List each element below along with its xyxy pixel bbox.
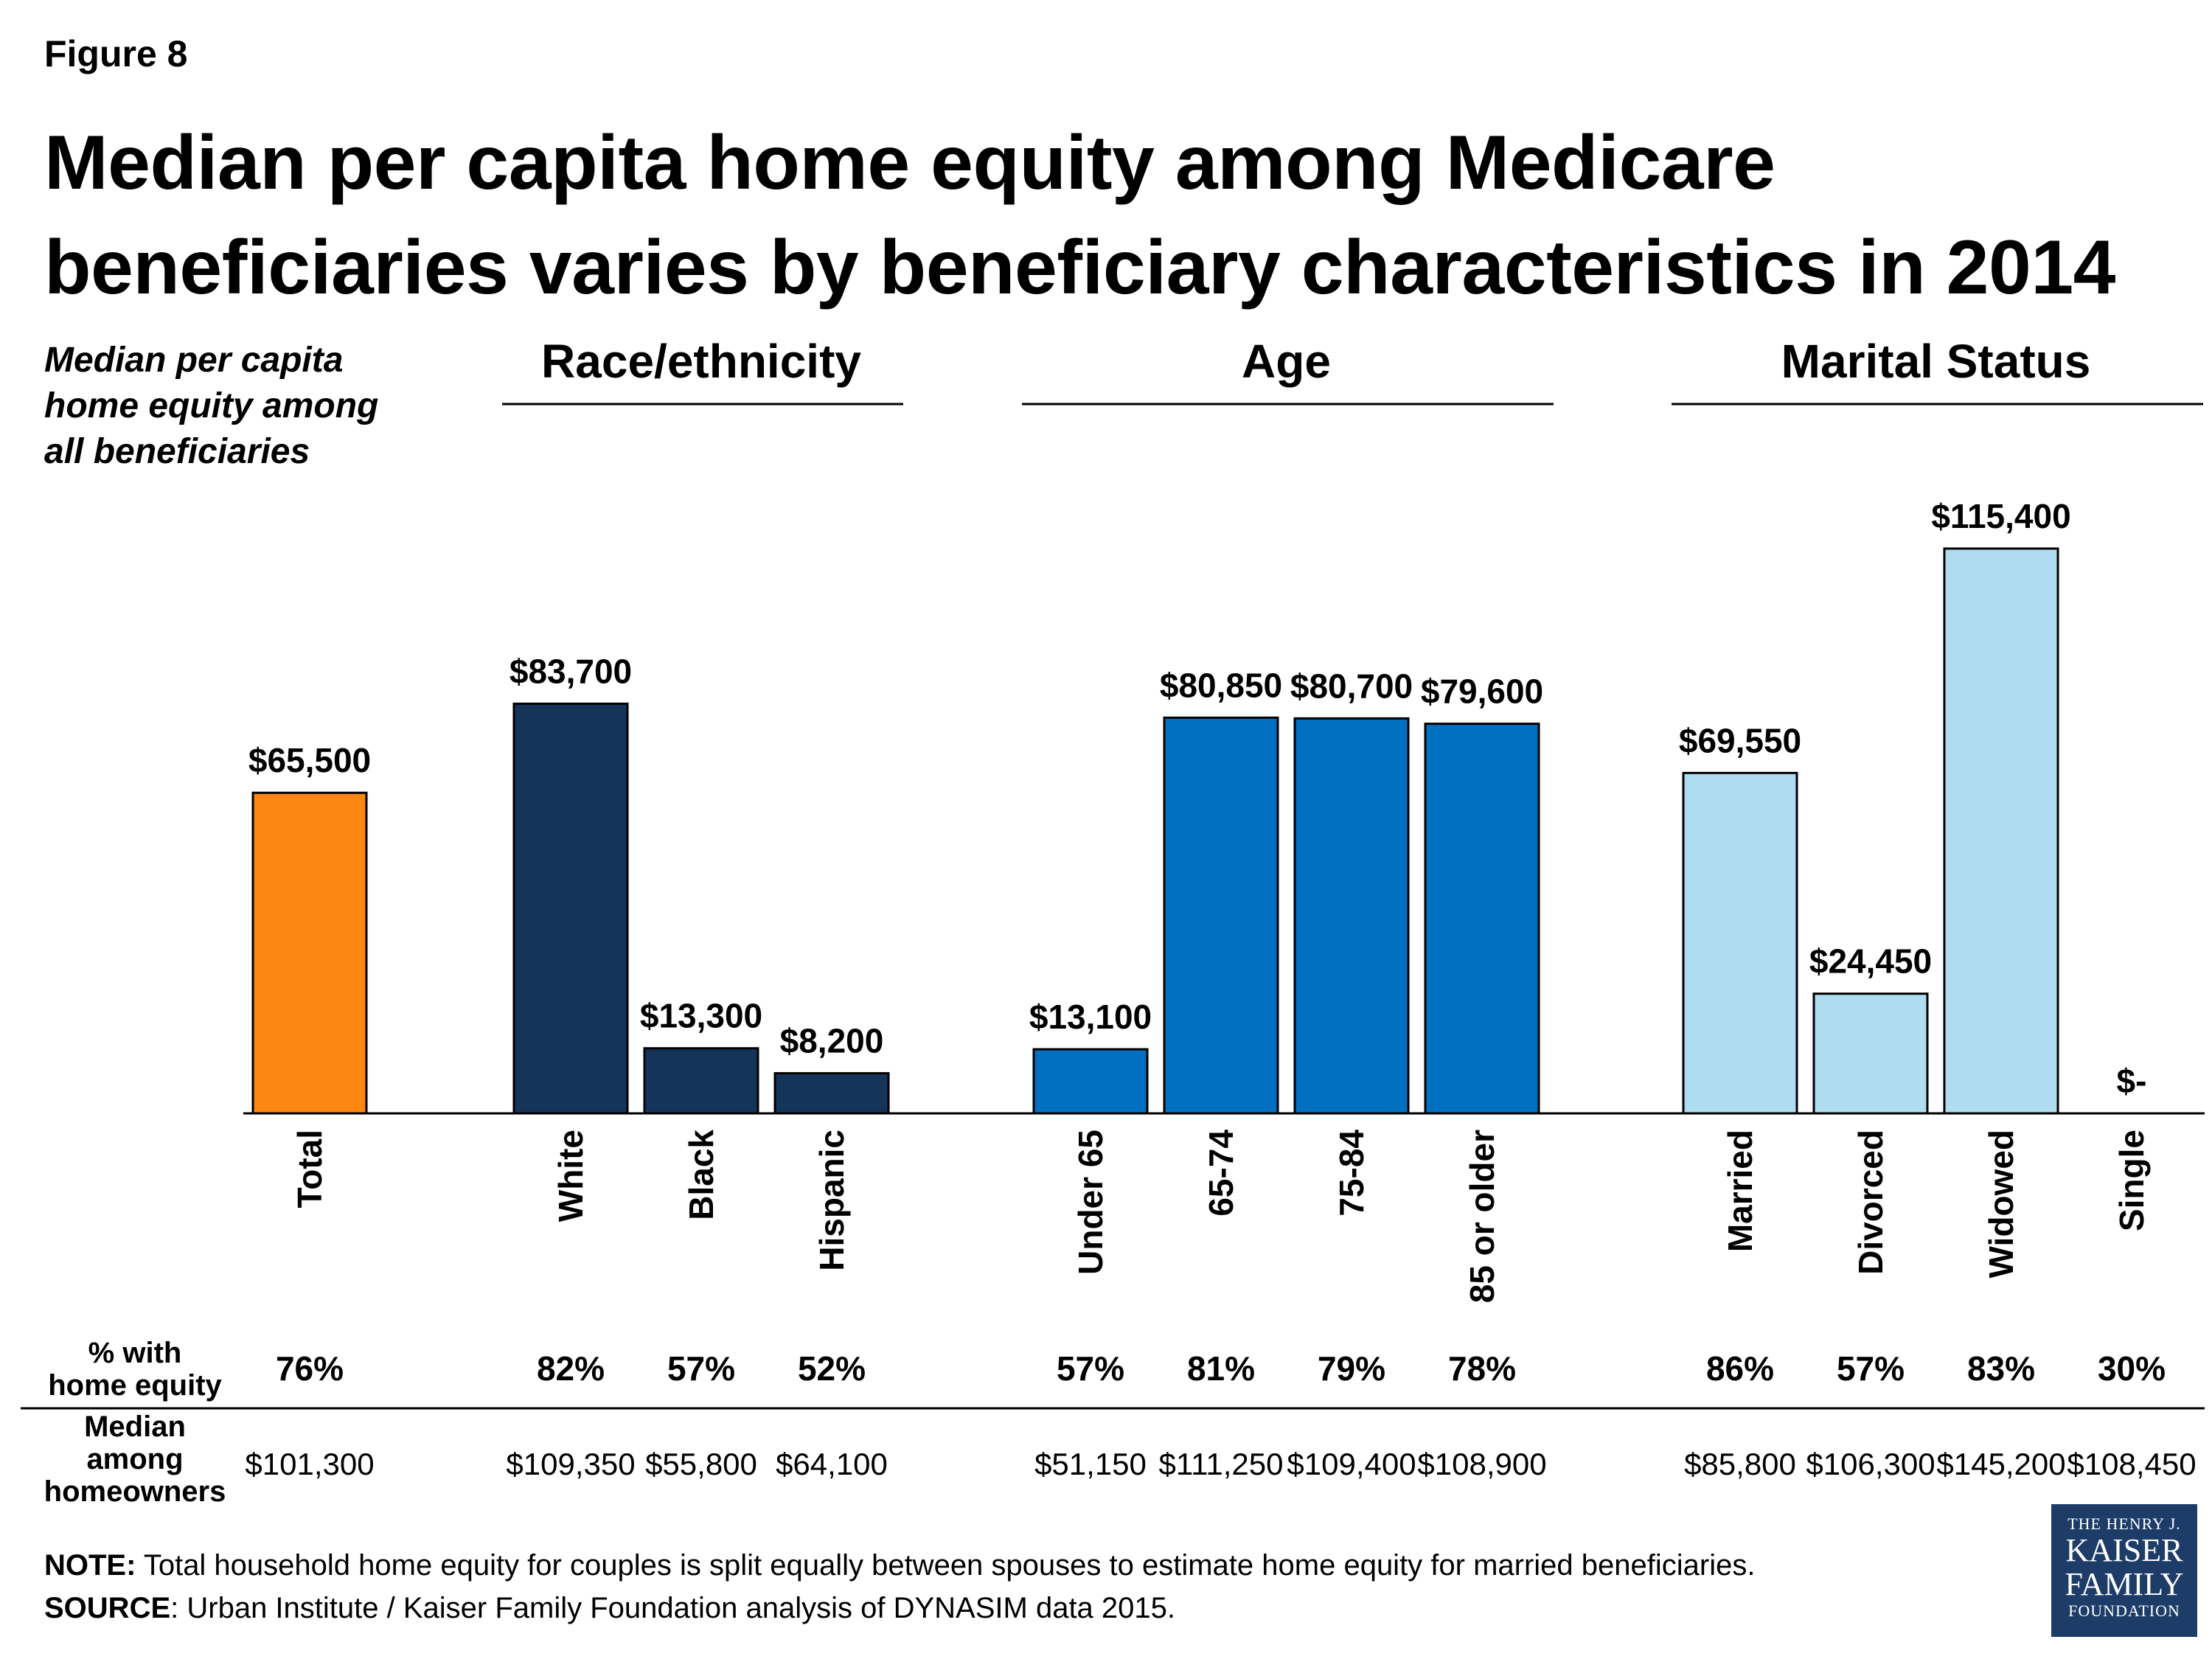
pct-home-equity-value: 83% [1967,1349,2035,1388]
bar-under-65 [1032,1048,1149,1115]
figure-label: Figure 8 [44,33,188,74]
row-label-median: Median [84,1411,186,1443]
kaiser-logo: THE HENRY J. KAISER FAMILY FOUNDATION [2051,1504,2197,1637]
bar-85-or-older [1424,723,1540,1115]
pct-home-equity-value: 52% [798,1349,866,1388]
y-axis-note-line: Median per capita [44,341,344,380]
category-label: Married [1721,1130,1759,1252]
category-label: 85 or older [1463,1130,1501,1303]
median-homeowners-value: $108,450 [2067,1447,2196,1481]
data-label: $80,700 [1290,667,1413,705]
category-label: Single [2112,1130,2151,1231]
bar-hispanic [773,1072,890,1115]
median-homeowners-value: $111,250 [1159,1447,1284,1481]
title-line-1: Median per capita home equity among Medi… [44,120,1775,206]
footnotes: NOTE: Total household home equity for co… [44,1544,1755,1630]
data-label: $13,100 [1029,998,1152,1036]
row-label-pct: home equity [48,1369,222,1402]
category-label: 75-84 [1332,1130,1371,1217]
category-label: Total [291,1130,329,1208]
bar-married [1682,771,1798,1115]
median-homeowners-value: $145,200 [1936,1447,2065,1481]
source-text: : Urban Institute / Kaiser Family Founda… [170,1592,1176,1624]
chart-title: Median per capita home equity among Medi… [44,111,2168,320]
data-label: $24,450 [1809,942,1932,981]
pct-home-equity-value: 81% [1187,1349,1255,1388]
data-label: $- [2117,1062,2147,1100]
category-label: Hispanic [813,1130,851,1271]
bar-65-74 [1163,716,1279,1115]
y-axis-note-line: all beneficiaries [44,432,310,471]
group-header: Race/ethnicity [541,335,861,388]
bar-white [512,702,629,1115]
median-homeowners-value: $64,100 [776,1447,888,1481]
category-label: White [552,1130,590,1222]
group-header: Age [1242,335,1331,388]
pct-home-equity-value: 79% [1318,1349,1385,1388]
group-header: Marital Status [1781,335,2091,388]
bar-total [251,791,368,1115]
logo-line-2b: FAMILY [2065,1566,2184,1602]
median-homeowners-value: $51,150 [1034,1447,1147,1481]
median-homeowners-value: $101,300 [245,1447,374,1481]
row-label-median: homeowners [44,1475,226,1508]
pct-home-equity-value: 57% [667,1349,735,1388]
pct-home-equity-value: 86% [1706,1349,1774,1388]
median-homeowners-value: $106,300 [1806,1447,1935,1481]
data-label: $13,300 [640,997,762,1035]
data-label: $8,200 [780,1022,884,1060]
logo-line-2a: KAISER [2065,1532,2183,1568]
median-homeowners-value: $55,800 [645,1447,757,1481]
source-line: SOURCE: Urban Institute / Kaiser Family … [44,1587,1755,1630]
category-label: Widowed [1982,1130,2020,1278]
data-label: $115,400 [1931,497,2070,535]
row-label-pct: % with [88,1337,182,1369]
median-homeowners-value: $109,350 [506,1447,635,1481]
bar-divorced [1812,992,1929,1115]
data-label: $65,500 [248,741,371,779]
data-label: $80,850 [1160,666,1282,704]
y-axis-note-line: home equity among [44,386,379,425]
bar-widowed [1943,547,2059,1115]
row-label-median: among [86,1443,183,1475]
source-label: SOURCE [44,1592,171,1624]
pct-home-equity-value: 82% [537,1349,605,1388]
y-axis-note: Median per capita home equity among all … [44,338,457,475]
category-label: 65-74 [1202,1130,1240,1217]
data-label: $69,550 [1679,721,1801,759]
category-label: Under 65 [1071,1130,1110,1275]
data-label: $79,600 [1421,672,1543,711]
data-label: $83,700 [509,652,632,690]
logo-line-3: FOUNDATION [2068,1601,2180,1620]
bar-black [643,1047,759,1115]
note-text: Total household home equity for couples … [136,1549,1756,1582]
pct-home-equity-value: 30% [2098,1349,2166,1388]
category-label: Black [682,1130,720,1220]
pct-home-equity-value: 76% [276,1349,344,1388]
median-homeowners-value: $109,400 [1287,1447,1416,1481]
category-label: Divorced [1851,1130,1890,1275]
note-line: NOTE: Total household home equity for co… [44,1544,1755,1587]
logo-line-1: THE HENRY J. [2067,1514,2181,1533]
title-line-2: beneficiaries varies by beneficiary char… [44,225,2116,310]
median-homeowners-value: $85,800 [1684,1447,1796,1481]
note-label: NOTE: [44,1549,136,1582]
pct-home-equity-value: 78% [1448,1349,1516,1388]
bar-75-84 [1293,717,1410,1115]
median-homeowners-value: $108,900 [1417,1447,1546,1481]
pct-home-equity-value: 57% [1057,1349,1124,1388]
pct-home-equity-value: 57% [1837,1349,1905,1388]
